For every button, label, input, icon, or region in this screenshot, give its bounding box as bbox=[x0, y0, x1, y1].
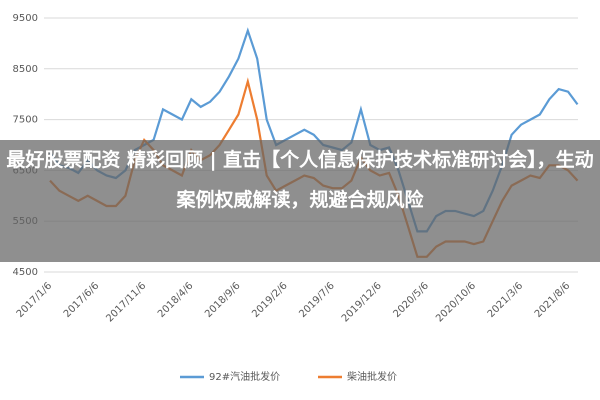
x-tick-label: 2019/2/6 bbox=[250, 280, 290, 320]
x-tick-label: 2020/10/6 bbox=[434, 280, 478, 324]
x-tick-label: 2017/11/6 bbox=[104, 280, 148, 324]
y-tick-label: 8500 bbox=[13, 64, 38, 75]
x-tick-label: 2019/12/6 bbox=[340, 280, 384, 324]
legend-label: 92#汽油批发价 bbox=[209, 370, 280, 383]
x-tick-label: 2018/9/6 bbox=[203, 280, 243, 320]
x-tick-label: 2021/8/6 bbox=[533, 280, 573, 320]
legend-label: 柴油批发价 bbox=[347, 370, 397, 383]
x-tick-label: 2020/5/6 bbox=[391, 280, 431, 320]
x-tick-label: 2018/4/6 bbox=[156, 280, 196, 320]
y-tick-label: 7500 bbox=[13, 115, 38, 126]
y-tick-label: 4500 bbox=[13, 267, 38, 278]
y-tick-label: 9500 bbox=[13, 13, 38, 24]
x-tick-label: 2019/7/6 bbox=[297, 280, 337, 320]
x-tick-label: 2017/1/6 bbox=[15, 280, 55, 320]
x-tick-label: 2021/3/6 bbox=[486, 280, 526, 320]
x-tick-label: 2017/6/6 bbox=[62, 280, 102, 320]
overlay-banner[interactable]: 最好股票配资 精彩回顾 | 直击【个人信息保护技术标准研讨会】，生动案例权威解读… bbox=[0, 140, 600, 262]
